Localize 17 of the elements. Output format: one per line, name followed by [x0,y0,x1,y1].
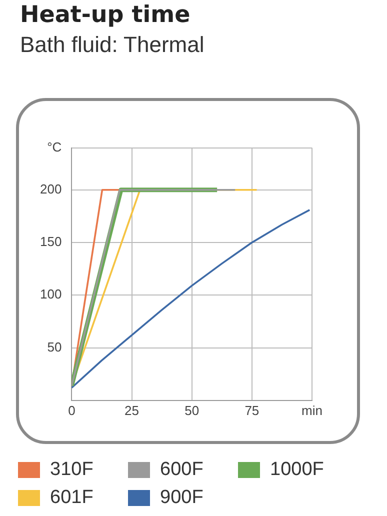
x-tick-label: 0 [68,402,76,418]
chart-subtitle: Bath fluid: Thermal [20,32,204,58]
y-tick-label: °C [47,139,62,154]
chart-title: Heat-up time [20,2,190,28]
x-tick-label: 75 [244,402,260,418]
legend-label: 601F [50,487,94,509]
y-tick-label: 200 [40,181,62,196]
legend-label: 1000F [270,459,324,481]
legend-label: 600F [160,459,204,481]
legend-label: 900F [160,487,204,509]
y-tick-label: 100 [40,286,62,302]
x-tick-label: 50 [184,402,200,418]
legend-label: 310F [50,459,94,481]
x-tick-label: min [302,402,322,418]
x-tick-label: 25 [124,402,139,418]
y-tick-label: 150 [40,234,62,250]
y-tick-label: 50 [47,339,62,354]
